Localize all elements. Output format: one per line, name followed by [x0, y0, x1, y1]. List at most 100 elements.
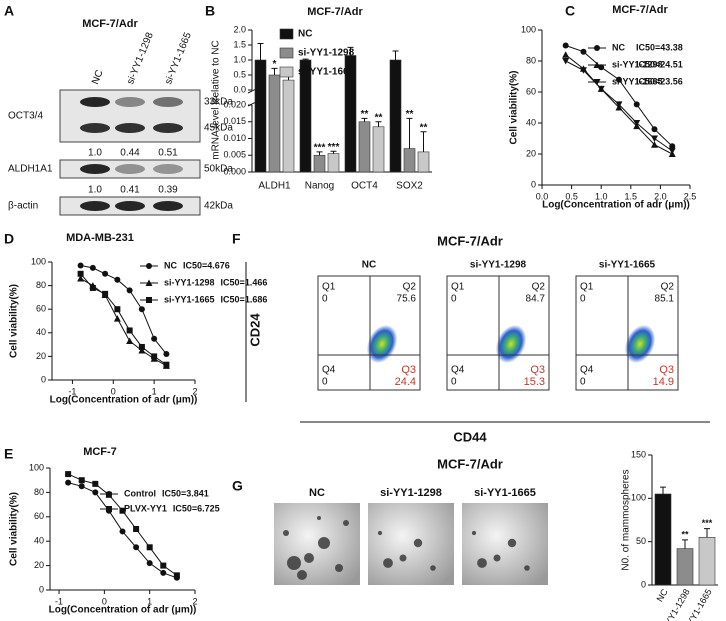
error-bar [704, 528, 710, 538]
marker [562, 42, 569, 49]
y-axis-label: Cell viability(%) [9, 492, 20, 566]
legend-marker [594, 45, 600, 51]
x-tick-label: 1.5 [625, 191, 638, 201]
image-title: NC [309, 487, 325, 499]
legend-swatch [279, 28, 294, 40]
plot-title: si-YY1-1298 [470, 260, 527, 271]
ic50-label: IC50=6.725 [173, 503, 220, 513]
marker [126, 327, 133, 334]
significance: ** [420, 122, 428, 133]
legend-label: si-YY1-1665 [298, 67, 355, 78]
quadrant-label: Q2 [532, 282, 546, 293]
marker [114, 276, 121, 283]
plot-title: NC [362, 260, 376, 271]
sphere [317, 516, 321, 520]
y-tick-label: 80 [526, 55, 536, 65]
sphere [524, 565, 530, 571]
y-tick-label: 0.5 [233, 69, 246, 79]
y-tick-label: 1.0 [233, 54, 246, 64]
marker [113, 315, 121, 322]
ic50-label: IC50=3.841 [162, 488, 209, 498]
error-bar [347, 46, 354, 56]
marker [102, 290, 109, 297]
panel-letter: C [565, 3, 575, 19]
marker [562, 58, 570, 65]
ratio: 1.0 [88, 148, 102, 159]
y-axis-label: N0. of mammospheres [621, 469, 632, 570]
marker [89, 264, 96, 271]
x-tick-label: OCT4 [351, 181, 378, 192]
quadrant-label: Q4 [322, 365, 336, 376]
ic50-label: IC50=24.51 [636, 59, 683, 69]
marker [151, 335, 158, 342]
sphere [430, 565, 436, 571]
marker [65, 471, 72, 478]
x-tick-label: 2.5 [684, 191, 697, 201]
blot-band [115, 164, 145, 174]
y-tick-label: 60 [34, 511, 44, 521]
bar [417, 151, 430, 173]
marker [668, 147, 676, 155]
significance: ** [406, 109, 414, 120]
chart-title: MCF-7/Adr [612, 4, 668, 16]
significance: ** [361, 109, 369, 120]
legend-label: si-YY1-1298 [612, 59, 663, 69]
ic50-label: IC50=4.676 [183, 260, 230, 270]
micrograph [462, 503, 548, 585]
legend-marker [593, 79, 601, 86]
marker [597, 85, 605, 93]
marker [173, 572, 180, 579]
significance: *** [702, 518, 713, 528]
image-title: si-YY1-1665 [474, 487, 536, 499]
quadrant-value: 0 [451, 294, 457, 305]
quadrant-label: Q4 [580, 365, 594, 376]
marker [105, 491, 112, 498]
y-tick-label: 0 [641, 579, 646, 589]
marker [579, 67, 587, 74]
ic50-label: IC50=1.686 [221, 294, 268, 304]
error-bar [302, 58, 309, 60]
size-label: 42kDa [204, 201, 233, 212]
chart-title: MDA-MB-231 [66, 232, 134, 244]
error-bar [271, 67, 278, 75]
error-bar [406, 117, 413, 149]
quadrant-value: 0 [322, 294, 328, 305]
legend-label: NC [164, 260, 177, 270]
y-tick-label: 0.015 [223, 116, 246, 126]
y-tick-label: 40 [526, 117, 536, 127]
y-tick-label: 100 [631, 493, 646, 503]
blot-band [153, 123, 183, 133]
legend-label: si-YY1-1298 [164, 277, 215, 287]
bar [654, 493, 672, 586]
panel-letter: F [232, 231, 241, 247]
quadrant-label: Q4 [451, 365, 465, 376]
panel-letter: G [232, 478, 243, 494]
quadrant-label: Q2 [403, 282, 417, 293]
error-bar [420, 131, 427, 152]
marker [119, 528, 126, 535]
micrograph [274, 503, 360, 585]
x-tick-label: 1 [147, 596, 152, 606]
y-axis-label: Cell viability(%) [509, 71, 520, 145]
marker [633, 120, 641, 127]
blot-band [115, 123, 145, 133]
blot-band [80, 201, 110, 211]
series-line [80, 278, 167, 367]
cell-cloud [366, 324, 398, 364]
y-tick-label: 80 [36, 280, 46, 290]
marker [669, 143, 676, 150]
error-bar [682, 539, 688, 549]
spheres-title: MCF-7/Adr [437, 456, 503, 471]
legend-marker [106, 506, 112, 512]
marker [77, 275, 85, 282]
y-tick-label: 100 [31, 256, 46, 266]
x-tick-label: Nanog [305, 181, 334, 192]
marker [160, 562, 167, 569]
image-title: si-YY1-1298 [380, 487, 442, 499]
ratio: 1.0 [88, 185, 102, 196]
marker [77, 270, 84, 277]
legend-marker [146, 263, 152, 269]
marker [151, 353, 158, 360]
bar [254, 59, 267, 173]
bar [389, 59, 402, 173]
